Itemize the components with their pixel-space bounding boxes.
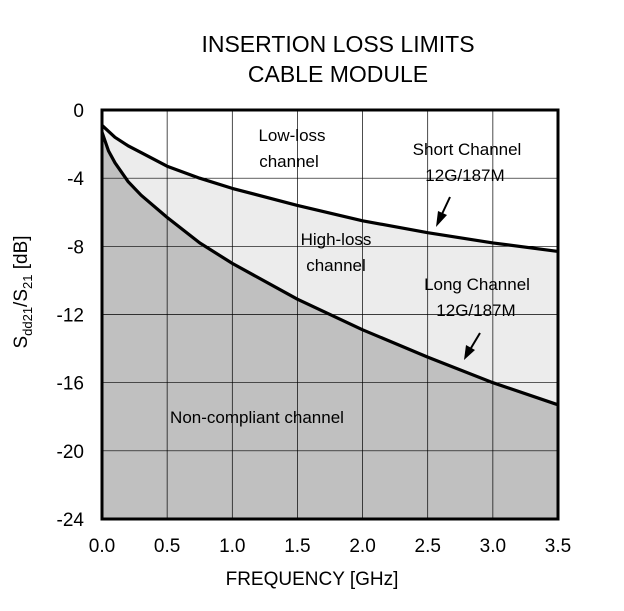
chart-title-line-2: CABLE MODULE: [248, 61, 428, 87]
arrow-short-channel: [436, 196, 451, 227]
y-tick-label: -24: [57, 510, 85, 531]
x-tick-label: 2.0: [349, 536, 375, 557]
plot-frame: [100, 108, 560, 521]
region-label-high-loss-line-1: High-loss: [301, 230, 372, 249]
long-channel-curve: [100, 131, 559, 407]
x-tick-label: 1.5: [284, 536, 310, 557]
y-axis-label-unit: [dB]: [11, 235, 32, 274]
annotation-long-channel-line-2: 12G/187M: [436, 301, 515, 320]
y-tick-label: -12: [57, 306, 84, 327]
annotation-long-channel-line-1: Long Channel: [424, 275, 530, 294]
y-axis-label: Sdd21/S21 [dB]: [11, 235, 35, 348]
short-channel-curve: [100, 124, 559, 253]
arrow-long-channel: [464, 332, 481, 360]
region-label-high-loss-line-2: channel: [306, 256, 366, 275]
x-tick-label: 0.5: [154, 536, 180, 557]
y-axis-label-s: S: [11, 336, 32, 349]
region-label-low-loss-line-1: Low-loss: [258, 126, 325, 145]
tick-labels: 0.0 0.5 1.0 1.5 2.0 2.5 3.0 3.5 0 -4 -8 -12 -16 -20 -2…: [57, 101, 572, 557]
y-tick-label: -20: [57, 442, 84, 463]
non-compliant-region: [102, 132, 558, 519]
y-tick-label: 0: [73, 101, 84, 122]
annotation-short-channel-line-2: 12G/187M: [425, 166, 504, 185]
x-tick-label: 3.5: [545, 536, 571, 557]
y-tick-label: -16: [57, 374, 84, 395]
x-tick-label: 2.5: [415, 536, 441, 557]
x-axis-label: FREQUENCY [GHz]: [226, 569, 399, 590]
x-tick-label: 3.0: [480, 536, 506, 557]
high-loss-region: [102, 125, 558, 405]
y-tick-label: -4: [67, 169, 84, 190]
x-tick-label: 0.0: [89, 536, 115, 557]
annotation-short-channel-line-1: Short Channel: [413, 140, 522, 159]
chart-title-line-1: INSERTION LOSS LIMITS: [201, 31, 474, 57]
region-label-low-loss-line-2: channel: [259, 152, 319, 171]
region-label-non-compliant: Non-compliant channel: [170, 408, 344, 427]
y-axis-label-slash-s: /S: [11, 289, 32, 307]
grid-lines: [102, 110, 558, 519]
y-axis-label-sub-21: 21: [20, 275, 35, 289]
y-tick-label: -8: [67, 237, 84, 258]
x-tick-label: 1.0: [219, 536, 245, 557]
y-axis-label-sub-dd21: dd21: [20, 307, 35, 336]
series-curves: [100, 124, 559, 407]
